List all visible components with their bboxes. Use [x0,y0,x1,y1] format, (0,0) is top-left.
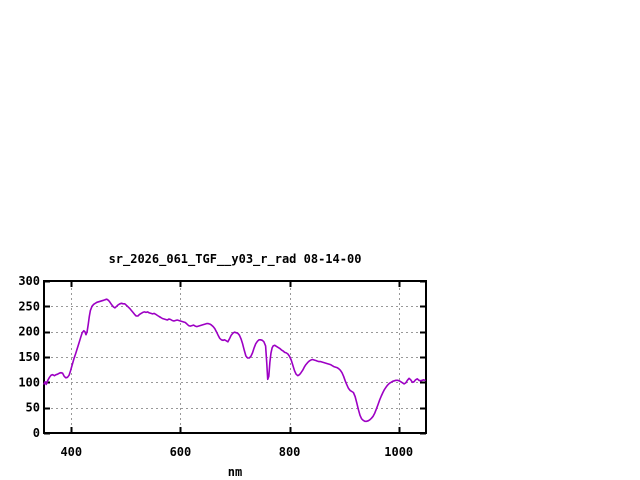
grid-lines [46,283,424,431]
x-tick-label-400: 400 [60,445,82,459]
y-tick-label-200: 200 [18,325,40,339]
y-tick-label-250: 250 [18,299,40,313]
y-tick-label-300: 300 [18,274,40,288]
x-tick-label-600: 600 [170,445,192,459]
tick-labels: 0 50 100 150 200 250 300 400 600 800 1000 [18,274,413,459]
spectrum-line [43,298,426,423]
y-tick-label-100: 100 [18,375,40,389]
chart-title: sr_2026_061_TGF__y03_r_rad 08-14-00 [109,252,362,267]
x-axis-label: nm [228,465,242,479]
x-tick-label-800: 800 [279,445,301,459]
y-tick-label-0: 0 [33,426,40,440]
y-tick-label-150: 150 [18,350,40,364]
plot-border [43,280,427,434]
y-tick-label-50: 50 [26,401,40,415]
x-tick-label-1000: 1000 [384,445,413,459]
